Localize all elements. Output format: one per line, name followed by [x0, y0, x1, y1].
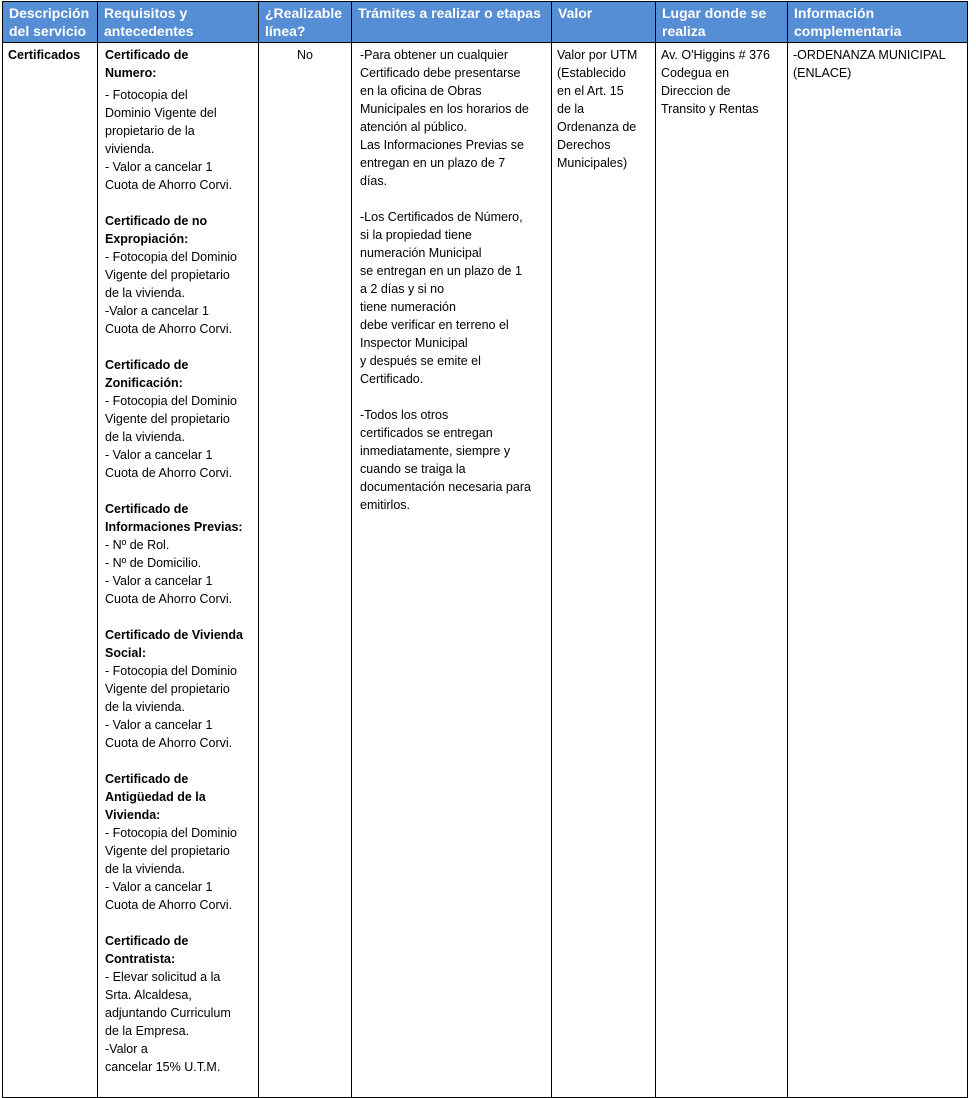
header-row: Descripción del servicio Requisitos y an…	[2, 1, 968, 43]
cell-valor: Valor por UTM (Establecido en el Art. 15…	[551, 42, 656, 1098]
tramites-paragraph: -Para obtener un cualquier Certificado d…	[360, 48, 529, 188]
header-requisitos: Requisitos y antecedentes	[97, 1, 259, 43]
requisito-title: Certificado de Vivienda Social:	[105, 628, 244, 660]
requisito-title: Certificado de Informaciones Previas:	[105, 502, 243, 534]
cell-descripcion: Certificados	[2, 42, 98, 1098]
requisito-body: - Nº de Rol. - Nº de Domicilio. - Valor …	[105, 538, 233, 606]
header-informacion: Información complementaria	[787, 1, 968, 43]
requisito-block: Certificado de Contratista: - Elevar soli…	[105, 932, 253, 1076]
header-tramites: Trámites a realizar o etapas	[351, 1, 552, 43]
cell-informacion[interactable]: -ORDENANZA MUNICIPAL (ENLACE)	[787, 42, 968, 1098]
requisito-body: - Fotocopia del Dominio Vigente del prop…	[105, 826, 238, 912]
header-lugar: Lugar donde se realiza	[655, 1, 788, 43]
requisito-block: Certificado de Antigüedad de la Vivienda…	[105, 770, 253, 914]
header-realizable: ¿Realizable línea?	[258, 1, 352, 43]
requisito-body: - Fotocopia del Dominio Vigente del prop…	[105, 250, 238, 336]
cell-requisitos: Certificado de Numero: - Fotocopia del Do…	[97, 42, 259, 1098]
requisito-title: Certificado de Numero:	[105, 48, 189, 80]
table-row: Certificados Certificado de Numero: - Fot…	[2, 42, 968, 1098]
requisito-body: - Elevar solicitud a la Srta. Alcaldesa,…	[105, 970, 231, 1074]
cell-tramites: -Para obtener un cualquier Certificado d…	[351, 42, 552, 1098]
requisito-title: Certificado de Zonificación:	[105, 358, 189, 390]
tramites-paragraph: -Todos los otros certificados se entrega…	[360, 408, 531, 512]
requisito-block: Certificado de Zonificación: - Fotocopia …	[105, 356, 253, 482]
requisito-body: - Fotocopia del Dominio Vigente del prop…	[105, 88, 233, 192]
requisito-title: Certificado de Contratista:	[105, 934, 189, 966]
requisito-block: Certificado de Vivienda Social: - Fotocop…	[105, 626, 253, 752]
cell-realizable: No	[258, 42, 352, 1098]
cell-lugar: Av. O'Higgins # 376 Codegua en Direccion…	[655, 42, 788, 1098]
requisito-title: Certificado de no Expropiación:	[105, 214, 208, 246]
requisito-body: - Fotocopia del Dominio Vigente del prop…	[105, 394, 238, 480]
requisito-block: Certificado de Numero: - Fotocopia del Do…	[105, 46, 253, 194]
requisito-body: - Fotocopia del Dominio Vigente del prop…	[105, 664, 238, 750]
header-valor: Valor	[551, 1, 656, 43]
header-descripcion: Descripción del servicio	[2, 1, 98, 43]
requisito-block: Certificado de Informaciones Previas: - N…	[105, 500, 253, 608]
tramites-paragraph: -Los Certificados de Número, si la propi…	[360, 210, 523, 386]
requisito-title: Certificado de Antigüedad de la Vivienda…	[105, 772, 206, 822]
requisito-block: Certificado de no Expropiación: - Fotocop…	[105, 212, 253, 338]
